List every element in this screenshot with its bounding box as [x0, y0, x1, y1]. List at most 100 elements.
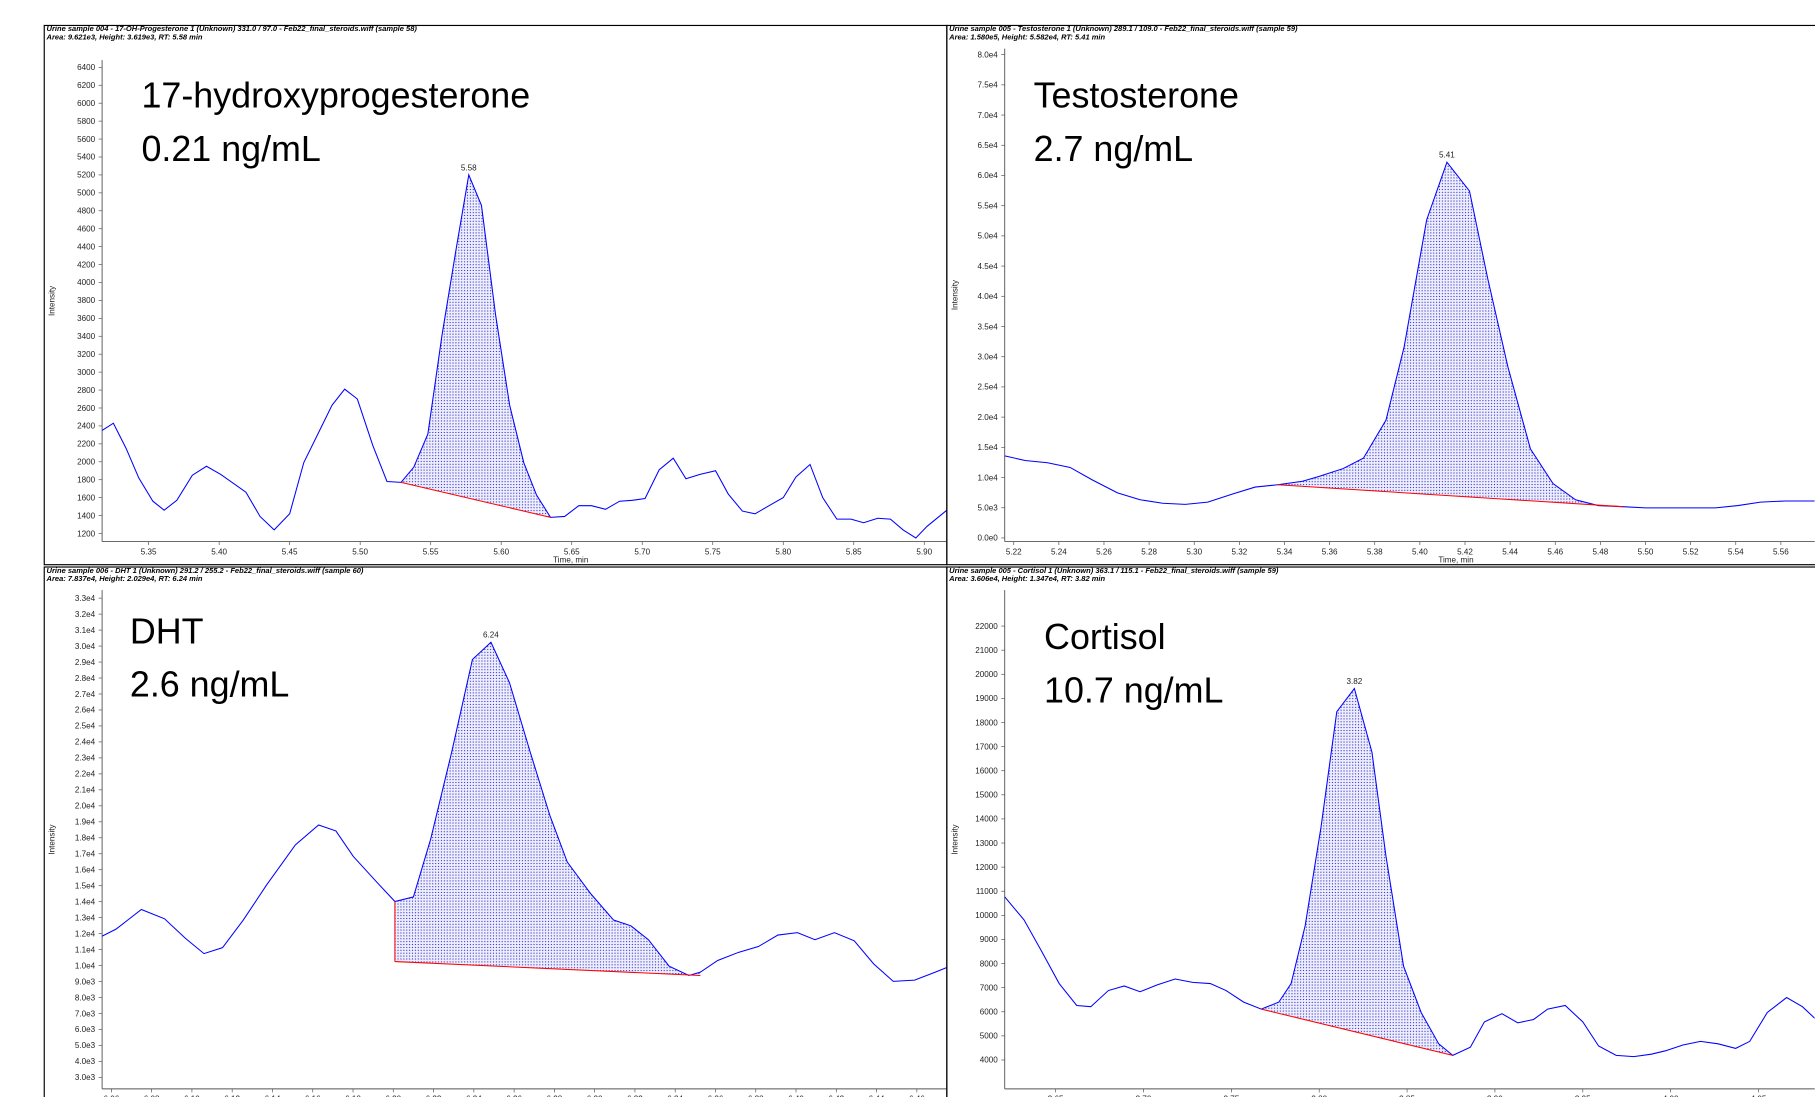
y-tick-label: 5.0e3 — [977, 504, 998, 513]
x-axis-label: Time, min — [553, 555, 588, 564]
chart-subtitle: Area: 1.580e5, Height: 5.582e4, RT: 5.41… — [948, 32, 1105, 41]
annotation: 2.6 ng/mL — [130, 665, 289, 705]
y-tick-label: 6.5e4 — [977, 141, 998, 150]
x-tick-label: 5.80 — [775, 547, 791, 556]
y-tick-label: 17000 — [975, 742, 998, 751]
annotation: 0.21 ng/mL — [141, 129, 320, 169]
x-tick-label: 5.30 — [1186, 547, 1202, 556]
x-tick-label: 6.08 — [144, 1095, 160, 1097]
x-tick-label: 5.55 — [423, 547, 439, 556]
y-tick-label: 6.0e4 — [977, 171, 998, 180]
y-tick-label: 15000 — [975, 791, 998, 800]
y-tick-label: 2.6e4 — [75, 706, 96, 715]
y-tick-label: 2200 — [77, 440, 96, 449]
y-tick-label: 1600 — [77, 493, 96, 502]
y-tick-label: 1200 — [77, 529, 96, 538]
y-tick-label: 1.0e4 — [977, 473, 998, 482]
x-tick-label: 5.32 — [1231, 547, 1247, 556]
peak-label: 5.41 — [1439, 151, 1455, 160]
y-tick-label: 7.0e4 — [977, 111, 998, 120]
annotation: Testosterone — [1034, 76, 1239, 116]
y-tick-label: 3600 — [77, 314, 96, 323]
chart-title: Urine sample 004 - 17-OH-Progesterone 1 … — [47, 24, 418, 33]
y-tick-label: 2.2e4 — [75, 770, 96, 779]
trace — [1004, 687, 1815, 1058]
x-tick-label: 6.12 — [224, 1095, 240, 1097]
y-tick-label: 5.0e4 — [977, 232, 998, 241]
y-axis-label: Intensity — [48, 824, 57, 855]
y-tick-label: 3.5e4 — [977, 322, 998, 331]
x-tick-label: 3.65 — [1048, 1095, 1064, 1097]
x-tick-label: 5.44 — [1502, 547, 1518, 556]
y-tick-label: 1.7e4 — [75, 850, 96, 859]
y-tick-label: 1.0e4 — [75, 961, 96, 970]
y-tick-label: 2.4e4 — [75, 738, 96, 747]
y-tick-label: 5600 — [77, 135, 96, 144]
y-tick-label: 2.7e4 — [75, 690, 96, 699]
y-tick-label: 13000 — [975, 839, 998, 848]
y-tick-label: 12000 — [975, 863, 998, 872]
y-tick-label: 2.1e4 — [75, 786, 96, 795]
x-tick-label: 6.10 — [184, 1095, 200, 1097]
peak-area — [401, 174, 551, 518]
peak-label: 6.24 — [483, 631, 499, 640]
y-tick-label: 2400 — [77, 422, 96, 431]
x-tick-label: 3.85 — [1399, 1095, 1415, 1097]
chart-title: Urine sample 005 - Testosterone 1 (Unkno… — [949, 24, 1298, 33]
x-tick-label: 5.65 — [564, 547, 580, 556]
x-tick-label: 5.46 — [1547, 547, 1563, 556]
y-tick-label: 3.0e4 — [75, 642, 96, 651]
y-tick-label: 4000 — [77, 278, 96, 287]
x-tick-label: 6.24 — [466, 1095, 482, 1097]
x-tick-label: 5.35 — [141, 547, 157, 556]
y-tick-label: 9.0e3 — [75, 977, 96, 986]
y-tick-label: 1.9e4 — [75, 818, 96, 827]
y-tick-label: 2.3e4 — [75, 754, 96, 763]
y-tick-label: 4800 — [77, 207, 96, 216]
peak-area — [1261, 688, 1453, 1056]
x-tick-label: 5.22 — [1006, 547, 1022, 556]
y-tick-label: 3.2e4 — [75, 610, 96, 619]
x-tick-label: 5.36 — [1322, 547, 1338, 556]
x-tick-label: 6.16 — [305, 1095, 321, 1097]
x-tick-label: 6.18 — [345, 1095, 361, 1097]
y-tick-label: 6200 — [77, 81, 96, 90]
y-tick-label: 3800 — [77, 296, 96, 305]
x-tick-label: 5.85 — [846, 547, 862, 556]
y-tick-label: 2000 — [77, 458, 96, 467]
peak-area — [1277, 162, 1623, 507]
y-tick-label: 2.5e4 — [977, 383, 998, 392]
y-tick-label: 6000 — [77, 99, 96, 108]
annotation: 10.7 ng/mL — [1044, 670, 1223, 710]
baseline — [394, 961, 701, 976]
x-tick-label: 6.20 — [385, 1095, 401, 1097]
chart-subtitle: Area: 9.621e3, Height: 3.619e3, RT: 5.58… — [46, 32, 203, 41]
x-tick-label: 6.44 — [869, 1095, 885, 1097]
y-tick-label: 6400 — [77, 63, 96, 72]
x-tick-label: 5.26 — [1096, 547, 1112, 556]
x-tick-label: 5.90 — [916, 547, 932, 556]
y-tick-label: 1.5e4 — [977, 443, 998, 452]
baseline — [1261, 1008, 1453, 1056]
y-axis-label: Intensity — [48, 285, 57, 316]
plot — [1004, 161, 1815, 509]
x-tick-label: 6.26 — [506, 1095, 522, 1097]
x-tick-label: 3.95 — [1575, 1095, 1591, 1097]
x-tick-label: 6.40 — [788, 1095, 804, 1097]
y-tick-label: 2.0e4 — [977, 413, 998, 422]
y-tick-label: 1.6e4 — [75, 865, 96, 874]
y-tick-label: 7.0e3 — [75, 1009, 96, 1018]
y-tick-label: 3.0e4 — [977, 352, 998, 361]
y-tick-label: 3400 — [77, 332, 96, 341]
x-tick-label: 6.42 — [828, 1095, 844, 1097]
x-tick-label: 5.42 — [1457, 547, 1473, 556]
annotation: 17-hydroxyprogesterone — [141, 76, 530, 116]
x-tick-label: 6.06 — [103, 1095, 119, 1097]
panel-border — [946, 566, 1815, 1097]
y-tick-label: 5000 — [980, 1032, 999, 1041]
x-tick-label: 6.22 — [426, 1095, 442, 1097]
annotation: 2.7 ng/mL — [1034, 129, 1193, 169]
peak-label: 3.82 — [1346, 677, 1362, 686]
